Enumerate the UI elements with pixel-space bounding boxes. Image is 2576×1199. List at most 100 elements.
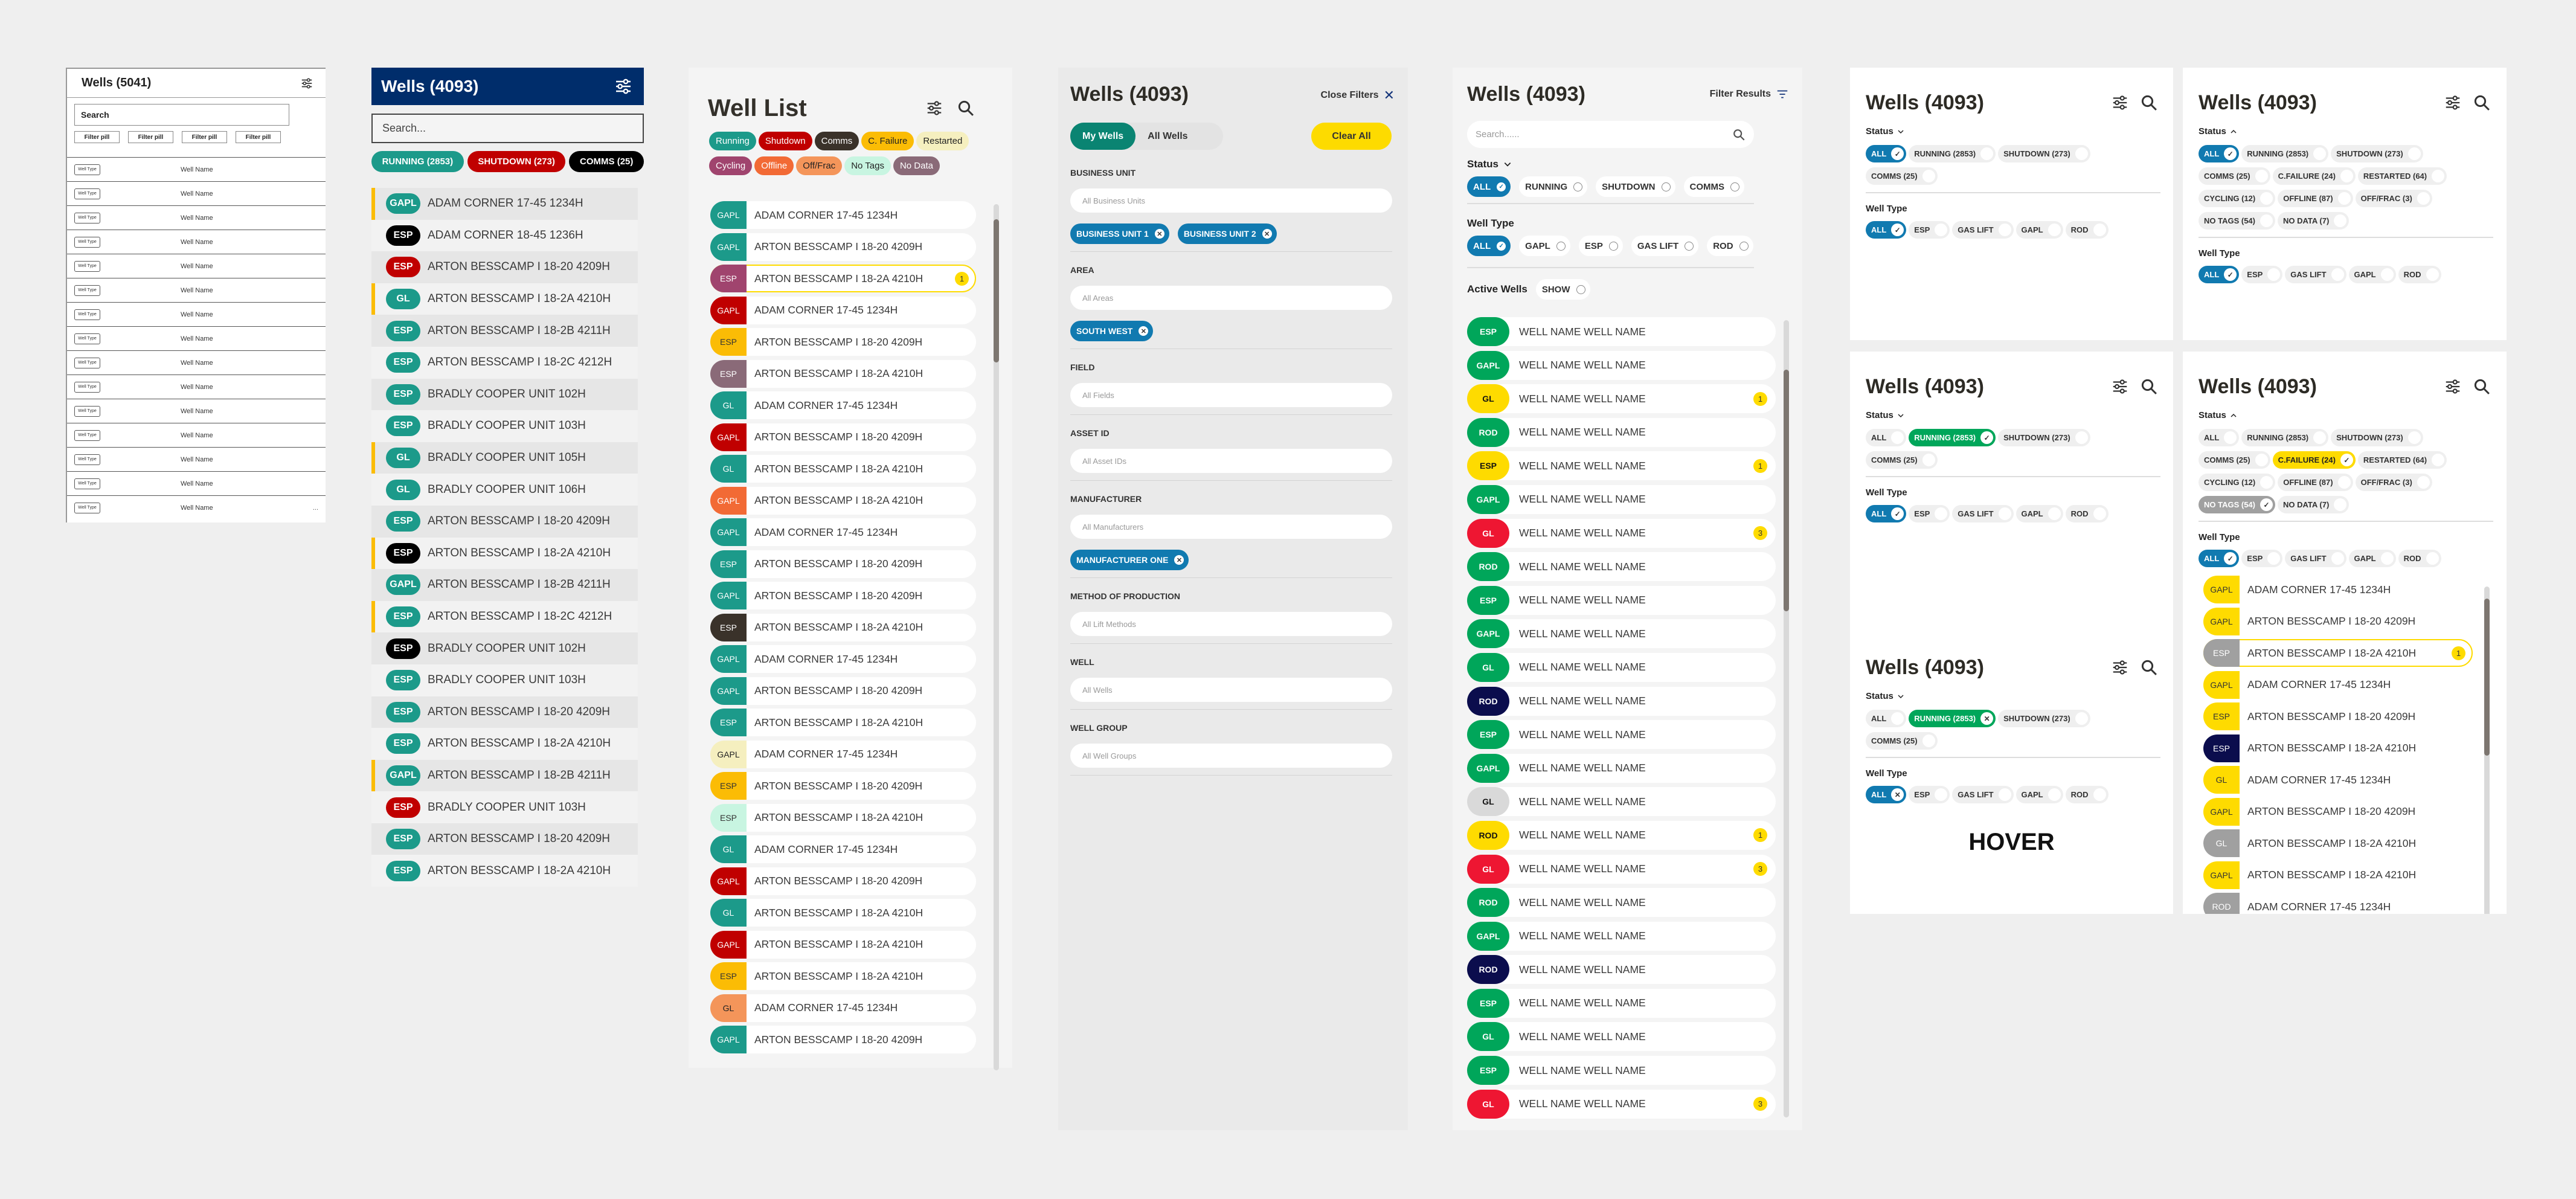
list-item[interactable]: GAPL ARTON BESSCAMP I 18-2B 4211H	[371, 569, 638, 601]
filter-select[interactable]: All Manufacturers	[1070, 515, 1392, 539]
list-item[interactable]: GAPL ARTON BESSCAMP I 18-2B 4211H	[371, 759, 638, 792]
filter-results-button[interactable]: Filter Results	[1710, 88, 1789, 101]
list-item[interactable]: ESP ARTON BESSCAMP I 18-20 4209H	[371, 505, 638, 538]
scrollbar-track[interactable]	[2484, 587, 2490, 914]
filter-option-chip[interactable]: ALL	[2199, 429, 2240, 446]
list-item[interactable]: Well Type Well Name	[67, 471, 326, 495]
remove-icon[interactable]: ✕	[1174, 555, 1184, 565]
remove-icon[interactable]: ✕	[1154, 229, 1164, 239]
list-item[interactable]: Well Type Well Name	[67, 205, 326, 230]
list-item[interactable]: ESP ARTON BESSCAMP I 18-2A 4210H	[371, 728, 638, 760]
filter-settings-icon[interactable]	[925, 99, 943, 117]
remove-icon[interactable]: ✕	[1139, 326, 1149, 336]
list-item[interactable]: GL WELL NAME WELL NAME	[1467, 1022, 1776, 1052]
list-item[interactable]: ESP BRADLY COOPER UNIT 103H	[371, 410, 638, 442]
list-item[interactable]: GAPL WELL NAME WELL NAME	[1467, 753, 1776, 783]
filter-select[interactable]: All Asset IDs	[1070, 449, 1392, 473]
list-item[interactable]: GAPL ARTON BESSCAMP I 18-20 4209H	[2203, 797, 2473, 826]
filter-option-chip[interactable]: COMMS (25)	[1866, 167, 1938, 185]
search-input[interactable]: Search...	[371, 114, 644, 143]
filter-option-chip[interactable]: GAS LIFT	[2285, 266, 2346, 283]
list-item[interactable]: ROD WELL NAME WELL NAME	[1467, 888, 1776, 918]
list-item[interactable]: ESP ARTON BESSCAMP I 18-20 4209H	[371, 251, 638, 283]
filter-option-chip[interactable]: SHUTDOWN (273)	[2331, 145, 2423, 162]
status-chip[interactable]: COMMS (25)	[569, 151, 644, 172]
filter-option-chip[interactable]: ROD	[2065, 505, 2109, 522]
list-item[interactable]: GL ARTON BESSCAMP I 18-2A 4210H	[371, 283, 638, 315]
filter-option-chip[interactable]: ESP	[1909, 505, 1950, 522]
list-item[interactable]: GL BRADLY COOPER UNIT 106H	[371, 474, 638, 506]
filter-option-chip[interactable]: GAS LIFT	[1952, 505, 2014, 522]
filter-select[interactable]: All Lift Methods	[1070, 612, 1392, 636]
selected-filter-chip[interactable]: BUSINESS UNIT 1 ✕	[1070, 223, 1169, 244]
list-item[interactable]: ROD ADAM CORNER 17-45 1234H	[2203, 893, 2473, 914]
list-item[interactable]: GAPL ADAM CORNER 17-45 1234H	[2203, 576, 2473, 603]
filter-option-chip[interactable]: SHUTDOWN (273)	[1998, 145, 2090, 162]
selected-filter-chip[interactable]: BUSINESS UNIT 2 ✕	[1177, 223, 1277, 244]
filter-option-chip[interactable]: SHUTDOWN	[1596, 176, 1675, 197]
filter-option-chip[interactable]: ALL ✓	[1467, 176, 1511, 197]
filter-option-chip[interactable]: ROD	[2398, 266, 2441, 283]
list-item[interactable]: GAPL ARTON BESSCAMP I 18-20 4209H	[710, 233, 976, 261]
filter-option-chip[interactable]: OFFLINE (87)	[2278, 474, 2353, 491]
list-item[interactable]: GL WELL NAME WELL NAME 3	[1467, 854, 1776, 884]
filter-settings-icon[interactable]	[2111, 378, 2129, 396]
list-item[interactable]: ESP ARTON BESSCAMP I 18-20 4209H	[710, 550, 976, 578]
scrollbar-thumb[interactable]	[994, 219, 999, 362]
scrollbar-thumb[interactable]	[2484, 599, 2490, 756]
search-icon[interactable]	[2473, 378, 2491, 396]
list-item[interactable]: ESP BRADLY COOPER UNIT 103H	[371, 664, 638, 696]
list-item[interactable]: Well Type Well Name	[67, 181, 326, 205]
list-item[interactable]: ESP WELL NAME WELL NAME 1	[1467, 451, 1776, 481]
filter-option-chip[interactable]: ROD	[1707, 236, 1753, 256]
filter-option-chip[interactable]: COMMS (25)	[1866, 451, 1938, 469]
filter-option-chip[interactable]: ROD	[2398, 550, 2441, 567]
list-item[interactable]: Well Type Well Name	[67, 447, 326, 471]
search-icon[interactable]	[2140, 94, 2158, 112]
filter-option-chip[interactable]: COMMS (25)	[1866, 732, 1938, 750]
search-icon[interactable]	[2140, 378, 2158, 396]
search-icon[interactable]	[2473, 94, 2491, 112]
filter-option-chip[interactable]: ROD	[2065, 221, 2109, 239]
list-item[interactable]: ESP BRADLY COOPER UNIT 102H	[371, 632, 638, 664]
list-item[interactable]: GL ADAM CORNER 17-45 1234H	[710, 994, 976, 1022]
list-item[interactable]: ESP WELL NAME WELL NAME	[1467, 1056, 1776, 1085]
filter-select[interactable]: All Business Units	[1070, 188, 1392, 213]
list-item[interactable]: GL ARTON BESSCAMP I 18-2A 4210H	[2203, 829, 2473, 857]
filter-option-chip[interactable]: ESP	[2241, 266, 2283, 283]
list-item[interactable]: ESP ARTON BESSCAMP I 18-2A 4210H 1	[710, 265, 976, 292]
list-item[interactable]: ESP ARTON BESSCAMP I 18-2A 4210H	[710, 962, 976, 990]
list-item[interactable]: GL WELL NAME WELL NAME 3	[1467, 1089, 1776, 1119]
list-item[interactable]: GAPL ARTON BESSCAMP I 18-2A 4210H	[2203, 861, 2473, 889]
list-item[interactable]: GL WELL NAME WELL NAME 1	[1467, 384, 1776, 414]
search-input[interactable]: Search......	[1467, 121, 1754, 148]
filter-option-chip[interactable]: ESP	[2241, 550, 2283, 567]
status-toggle[interactable]: Status	[2199, 126, 2493, 138]
filter-option-chip[interactable]: ALL ✓	[1866, 505, 1907, 522]
list-item[interactable]: Well Type Well Name	[67, 374, 326, 399]
list-item[interactable]: GAPL WELL NAME WELL NAME	[1467, 921, 1776, 951]
list-item[interactable]: GL ADAM CORNER 17-45 1234H	[2203, 766, 2473, 794]
filter-option-chip[interactable]: ALL ✓	[1866, 145, 1907, 162]
list-item[interactable]: ESP WELL NAME WELL NAME	[1467, 317, 1776, 346]
filter-option-chip[interactable]: SHUTDOWN (273)	[1998, 429, 2090, 446]
list-item[interactable]: Well Type Well Name	[67, 399, 326, 423]
show-active-toggle[interactable]: SHOW	[1535, 279, 1590, 300]
my-wells-tab[interactable]: My Wells	[1070, 123, 1136, 150]
list-item[interactable]: ESP ARTON BESSCAMP I 18-20 4209H	[710, 328, 976, 356]
list-item[interactable]: GAPL WELL NAME WELL NAME	[1467, 350, 1776, 380]
status-toggle[interactable]: Status	[1866, 126, 2160, 138]
list-item[interactable]: ROD WELL NAME WELL NAME	[1467, 552, 1776, 582]
list-item[interactable]: ESP WELL NAME WELL NAME	[1467, 720, 1776, 750]
filter-option-chip[interactable]: OFF/FRAC (3)	[2355, 190, 2432, 207]
list-item[interactable]: GAPL ADAM CORNER 17-45 1234H	[2203, 670, 2473, 699]
list-item[interactable]: ESP ARTON BESSCAMP I 18-2A 4210H	[710, 359, 976, 388]
list-item[interactable]: ESP BRADLY COOPER UNIT 103H	[371, 791, 638, 823]
list-item[interactable]: GL ADAM CORNER 17-45 1234H	[710, 391, 976, 419]
list-item[interactable]: ESP ARTON BESSCAMP I 18-2A 4210H	[710, 613, 976, 641]
scrollbar-track[interactable]	[1784, 320, 1789, 1117]
list-item[interactable]: ESP ARTON BESSCAMP I 18-2A 4210H 1	[2203, 639, 2473, 667]
filter-pill[interactable]: Filter pill	[182, 131, 227, 143]
scrollbar-track[interactable]	[994, 204, 999, 1070]
filter-option-chip[interactable]: ALL ✓	[2199, 550, 2240, 567]
